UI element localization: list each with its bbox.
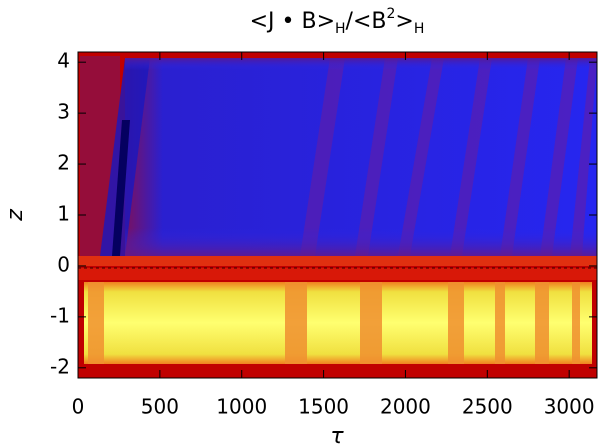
y-tick-label: 3	[57, 100, 70, 124]
title-part: /<B	[346, 9, 387, 34]
x-tick-label: 2500	[462, 395, 513, 419]
y-tick-label: 0	[57, 252, 70, 276]
title-part: 2	[387, 6, 396, 22]
x-tick-label: 0	[72, 395, 85, 419]
x-axis-label: τ	[330, 424, 344, 447]
x-tick-label: 500	[141, 395, 179, 419]
y-tick-label: -1	[50, 303, 70, 327]
field	[78, 52, 597, 378]
y-tick-label: 4	[57, 49, 70, 73]
y-tick-label: 2	[57, 151, 70, 175]
x-tick-label: 1500	[298, 395, 349, 419]
x-tick-label: 2000	[380, 395, 431, 419]
y-tick-label: 1	[57, 202, 70, 226]
title-part: H	[414, 21, 425, 37]
title-part: >	[395, 9, 413, 34]
title-part: H	[335, 21, 346, 37]
y-axis-label: z	[3, 209, 28, 222]
chart-title: <J • B>H/<B2>H	[250, 6, 425, 37]
x-tick-label: 1000	[216, 395, 267, 419]
title-part: <J • B>	[250, 9, 335, 34]
y-tick-label: -2	[50, 354, 70, 378]
x-tick-label: 3000	[544, 395, 595, 419]
